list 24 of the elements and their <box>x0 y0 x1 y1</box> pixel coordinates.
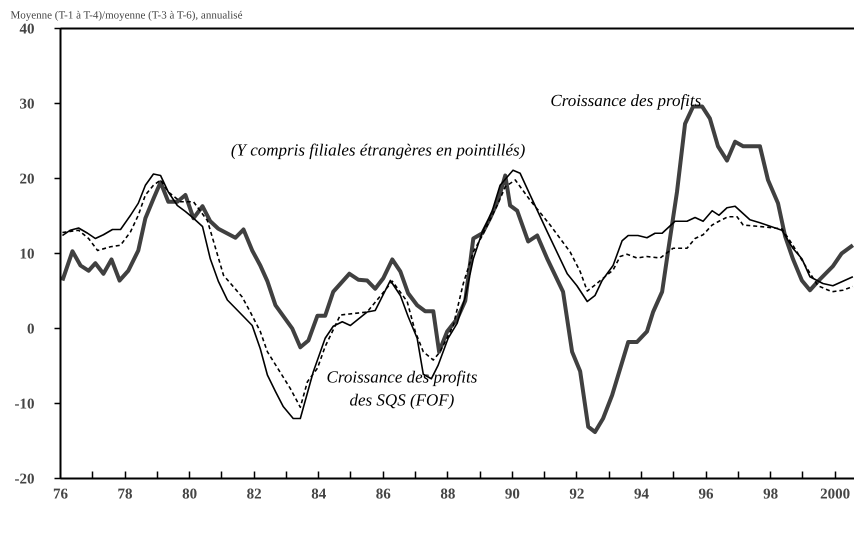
y-tick-label: 20 <box>20 172 34 188</box>
x-tick-label: 90 <box>504 486 520 502</box>
x-tick-label: 92 <box>569 486 584 502</box>
y-tick-label: 0 <box>27 322 34 338</box>
annotation: Croissance des profits <box>550 91 702 110</box>
y-tick-label: 10 <box>20 246 34 262</box>
y-tick-label: -20 <box>14 472 35 488</box>
x-tick-label: 82 <box>246 486 262 502</box>
y-tick-label: 40 <box>20 22 34 38</box>
x-tick-label: 94 <box>634 486 650 502</box>
x-tick-label: 84 <box>311 486 327 502</box>
annotation: (Y compris filiales étrangères en pointillés) <box>230 140 526 160</box>
x-tick-label: 2000 <box>820 486 850 502</box>
x-tick-label: 98 <box>763 486 778 502</box>
x-tick-label: 86 <box>376 486 392 502</box>
annotation: Croissance des profits des SQS (FOF) <box>326 368 478 410</box>
x-tick-label: 76 <box>53 486 68 502</box>
x-tick-label: 96 <box>698 486 714 502</box>
y-tick-label: -10 <box>14 396 35 412</box>
x-tick-label: 80 <box>182 486 198 502</box>
chart-title: Moyenne (T-1 à T-4)/moyenne (T-3 à T-6), annualisé <box>10 10 243 22</box>
y-tick-label: 30 <box>20 96 34 112</box>
x-tick-label: 88 <box>440 486 456 502</box>
x-tick-label: 78 <box>118 486 133 502</box>
